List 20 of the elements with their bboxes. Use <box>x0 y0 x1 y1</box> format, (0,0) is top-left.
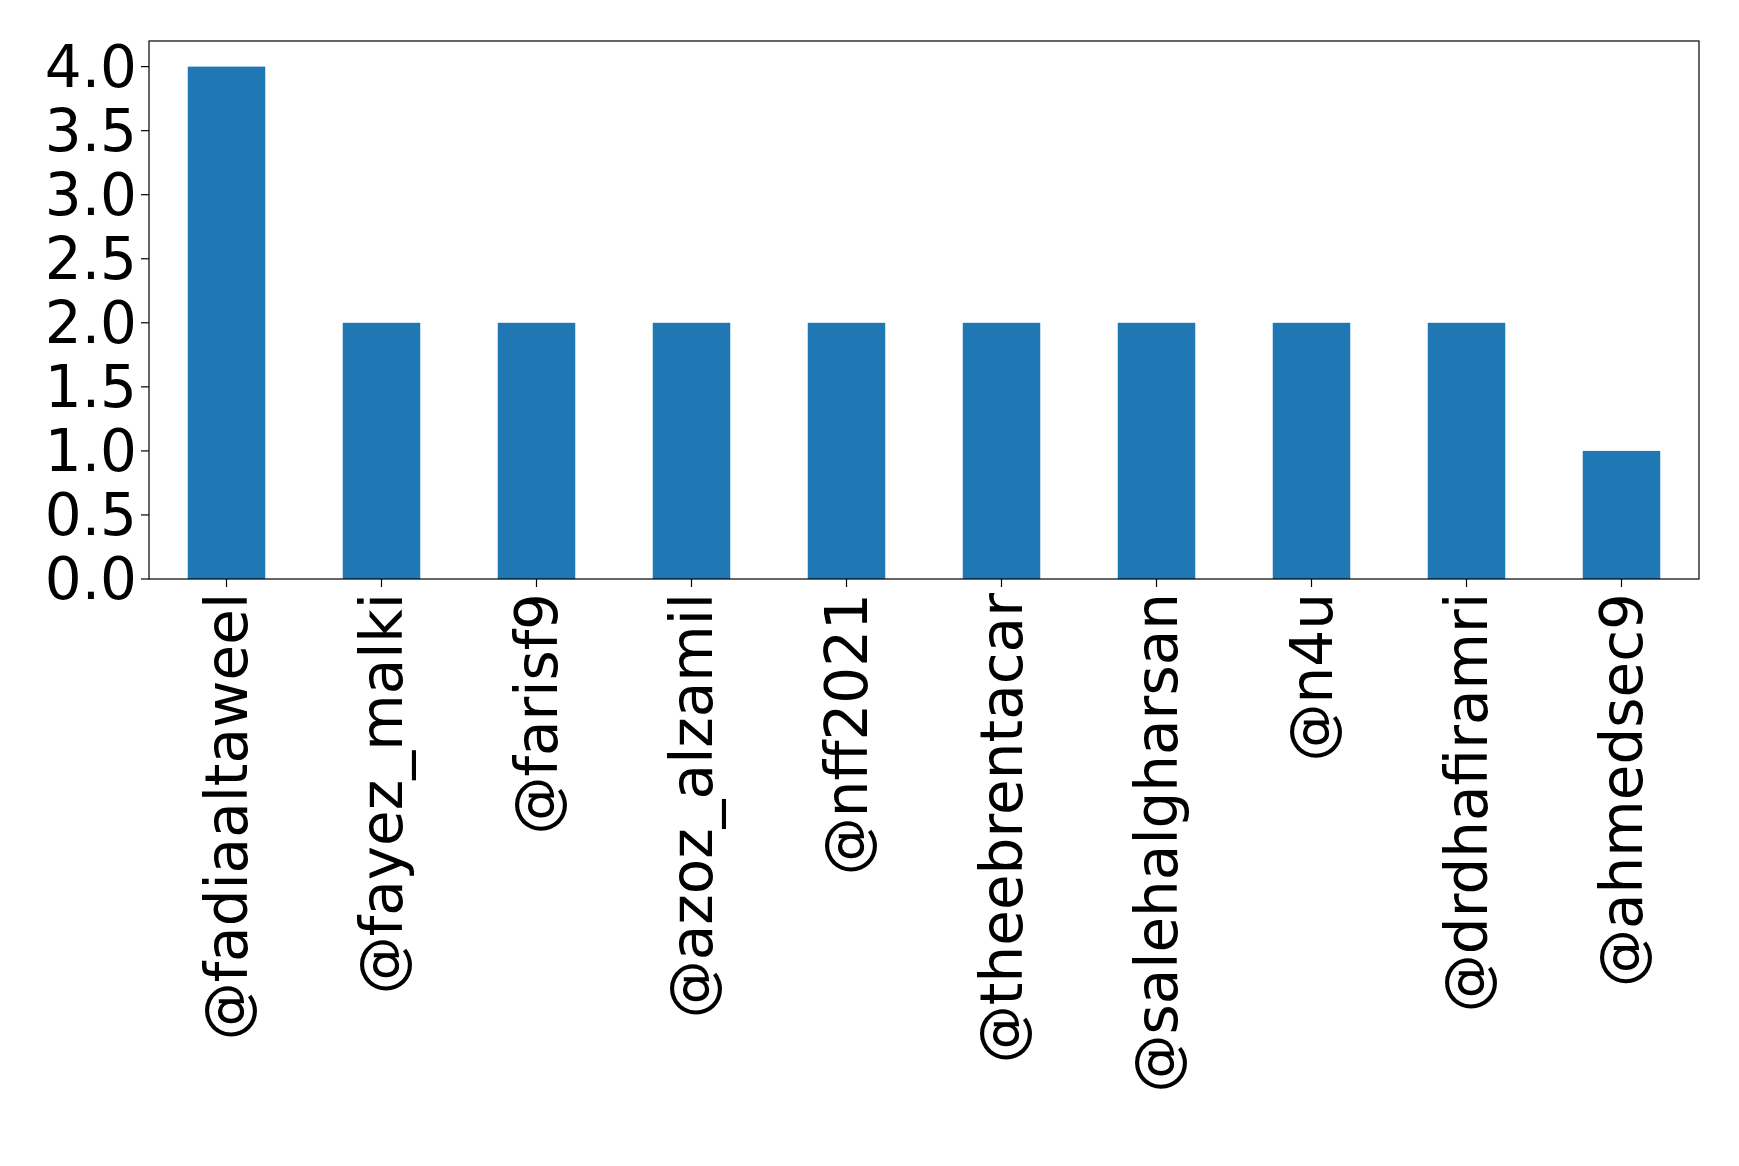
x-tick-label: @drdhafiramri <box>1432 593 1501 1013</box>
bar <box>1427 322 1506 579</box>
bar <box>342 322 421 579</box>
bar <box>1272 322 1351 579</box>
x-tick-label: @farisf9 <box>502 593 571 835</box>
x-tick-label: @fayez_malki <box>347 593 416 995</box>
x-tick-label: @ahmedsec9 <box>1587 593 1656 987</box>
bar <box>497 322 576 579</box>
bar <box>962 322 1041 579</box>
bar <box>187 66 266 579</box>
x-tick-label: @n4u <box>1277 593 1346 762</box>
x-tick-label: @azoz_alzamil <box>657 593 726 1019</box>
bar <box>807 322 886 579</box>
x-tick-label: @fadiaaltaweel <box>192 593 261 1041</box>
x-tick-label: @theebrentacar <box>967 592 1036 1064</box>
bar <box>1117 322 1196 579</box>
x-tick-label: @salehalgharsan <box>1122 593 1191 1093</box>
bar <box>652 322 731 579</box>
bar <box>1582 450 1661 579</box>
x-tick-label: @nff2021 <box>812 593 881 876</box>
